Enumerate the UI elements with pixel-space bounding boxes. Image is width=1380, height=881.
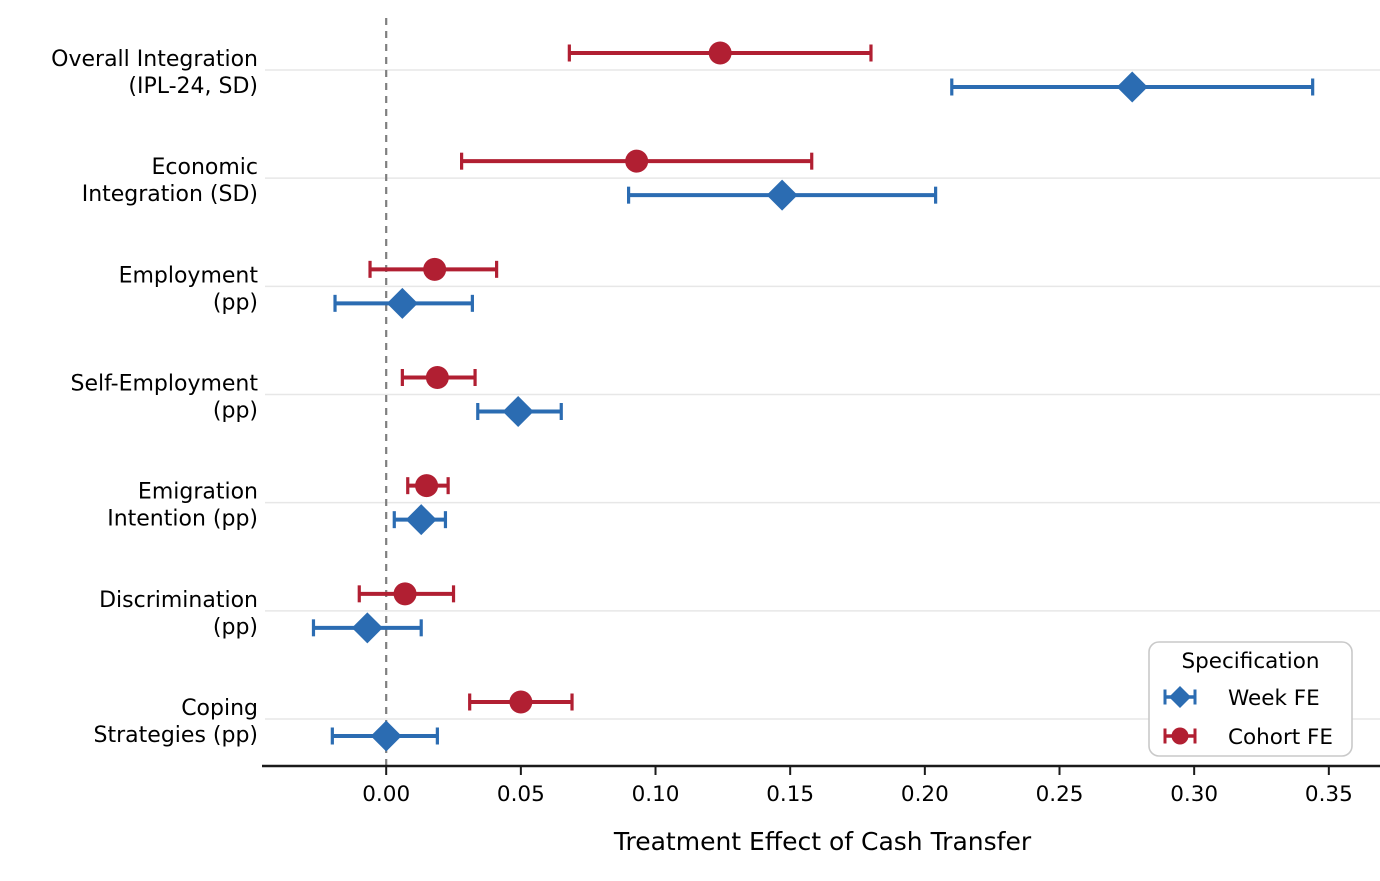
y-category-line1: Overall Integration: [51, 47, 258, 72]
marker-circle: [415, 474, 439, 498]
marker-circle: [393, 582, 417, 606]
errorbar-cohort-fe: [357, 582, 456, 606]
errorbar-week-fe: [330, 720, 439, 752]
marker-diamond: [351, 612, 383, 644]
errorbar-week-fe: [626, 179, 938, 211]
legend-marker-diamond: [1169, 686, 1191, 708]
y-category-line1: Emigration: [138, 480, 258, 505]
y-category-line2: (pp): [213, 399, 258, 424]
errorbar-week-fe: [950, 71, 1315, 103]
errorbar-week-fe: [333, 287, 474, 319]
legend-entry-cohort-fe: Cohort FE: [1163, 725, 1333, 750]
marker-diamond: [370, 720, 402, 752]
y-category-line1: Discrimination: [99, 588, 258, 613]
errorbar-week-fe: [392, 504, 448, 536]
y-category-line1: Self-Employment: [70, 372, 258, 397]
y-category-line1: Coping: [181, 696, 258, 721]
errorbar-week-fe: [311, 612, 423, 644]
legend-title: Specification: [1181, 649, 1319, 674]
legend-box: [1148, 641, 1353, 757]
marker-diamond: [405, 504, 437, 536]
errorbar-cohort-fe: [406, 474, 450, 498]
y-category-line2: Intention (pp): [107, 507, 258, 532]
legend: Specification Week FE Cohort FE: [1148, 641, 1353, 757]
x-tick-label: 0.35: [1305, 782, 1353, 807]
marker-diamond: [502, 396, 534, 428]
marker-diamond: [766, 179, 798, 211]
marker-circle: [423, 257, 447, 281]
marker-circle: [509, 690, 533, 714]
x-tick-label: 0.10: [632, 782, 680, 807]
legend-entry-label: Week FE: [1228, 686, 1320, 711]
y-category-label: Self-Employment(pp): [70, 372, 258, 424]
y-category-line1: Economic: [152, 155, 259, 180]
marker-circle: [708, 41, 732, 65]
x-tick-label: 0.15: [766, 782, 814, 807]
errorbar-cohort-fe: [567, 41, 873, 65]
errorbar-cohort-fe: [400, 366, 477, 390]
y-category-line2: Strategies (pp): [94, 723, 258, 748]
x-tick-label: 0.00: [362, 782, 410, 807]
errorbar-cohort-fe: [468, 690, 574, 714]
x-axis-title: Treatment Effect of Cash Transfer: [613, 827, 1032, 856]
y-category-label: Discrimination(pp): [99, 588, 258, 640]
errorbar-cohort-fe: [460, 149, 814, 173]
errorbar-week-fe: [476, 396, 563, 428]
x-tick-label: 0.20: [901, 782, 949, 807]
x-tick-label: 0.30: [1170, 782, 1218, 807]
marker-diamond: [1116, 71, 1148, 103]
y-category-label: Employment(pp): [119, 263, 259, 315]
y-category-line2: (IPL-24, SD): [128, 74, 258, 99]
marker-circle: [425, 366, 449, 390]
legend-entry-week-fe: Week FE: [1163, 686, 1320, 711]
y-category-line1: Employment: [119, 263, 259, 288]
y-category-line2: Integration (SD): [82, 182, 258, 207]
y-category-label: Overall Integration(IPL-24, SD): [51, 47, 258, 99]
legend-entry-label: Cohort FE: [1228, 725, 1333, 750]
legend-marker-circle: [1171, 727, 1189, 745]
errorbar-cohort-fe: [368, 257, 499, 281]
y-category-line2: (pp): [213, 290, 258, 315]
marker-circle: [625, 149, 649, 173]
y-category-line2: (pp): [213, 615, 258, 640]
marker-diamond: [386, 287, 418, 319]
x-tick-label: 0.25: [1036, 782, 1084, 807]
x-tick-label: 0.05: [497, 782, 545, 807]
